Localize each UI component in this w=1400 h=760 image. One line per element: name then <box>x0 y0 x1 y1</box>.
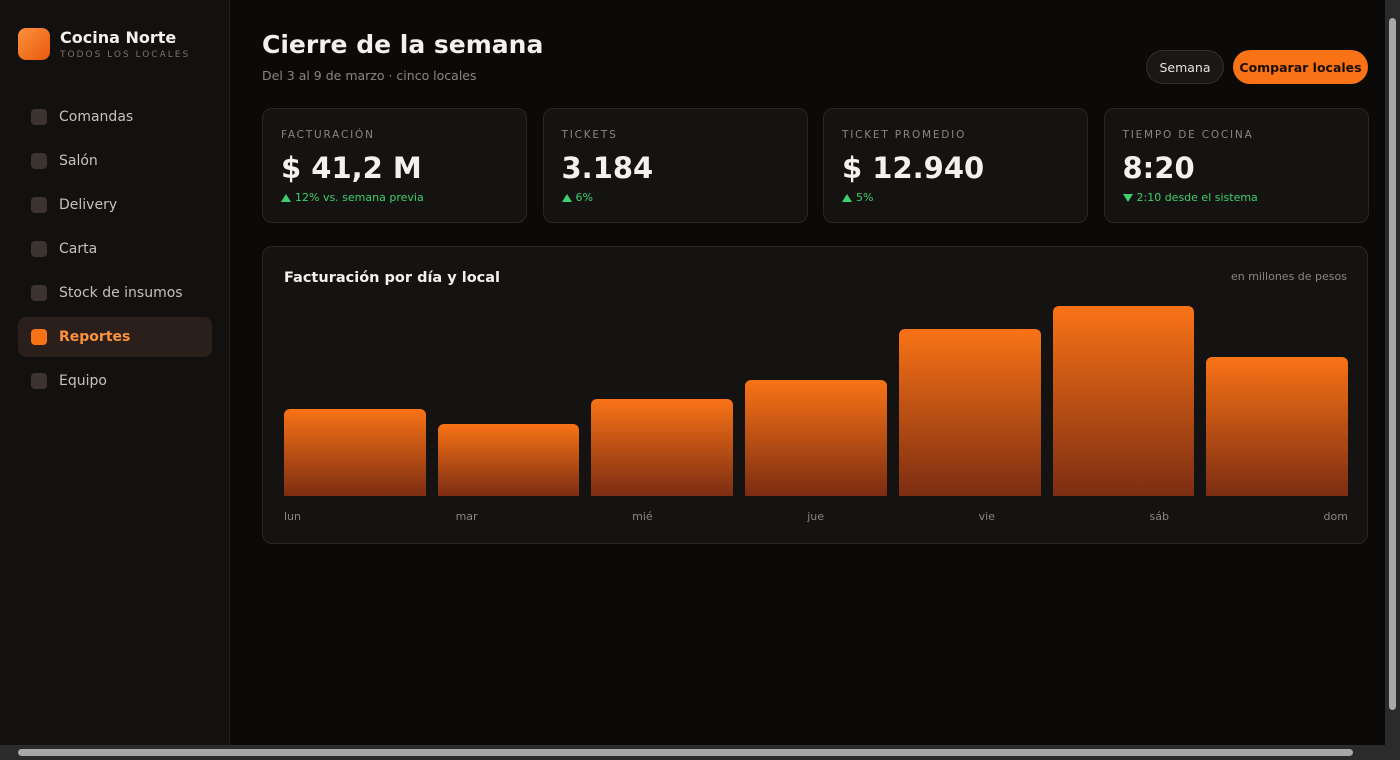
nav-icon <box>31 241 47 257</box>
x-axis: lun mar mié jue vie sáb dom <box>284 510 1348 523</box>
button[interactable]: Semana <box>1146 50 1224 84</box>
nav-item[interactable]: Salón <box>18 141 212 181</box>
bar <box>591 398 734 496</box>
nav: Comandas Salón Delivery Carta Stock de insum… <box>18 97 212 405</box>
sidebar: Cocina Norte TODOS LOS LOCALES Comandas S… <box>0 0 230 745</box>
kpi-card: TICKETS 3.184 6% <box>542 108 808 223</box>
nav-icon <box>31 153 47 169</box>
x-tick-label: sáb <box>1149 510 1169 523</box>
kpi-value: 3.184 <box>561 151 654 185</box>
logo <box>18 28 50 60</box>
delta-text: 2:10 desde el sistema <box>1136 191 1258 204</box>
delta-arrow <box>1122 193 1133 202</box>
kpi-card: FACTURACIÓN $ 41,2 M 12% vs. semana previa <box>262 108 527 223</box>
delta-arrow <box>281 193 291 202</box>
bar <box>1052 306 1195 496</box>
x-tick-label: vie <box>978 510 995 523</box>
nav-label: Salón <box>59 153 98 169</box>
kpi-delta: 2:10 desde el sistema <box>1122 191 1350 204</box>
delta-text: 5% <box>856 191 874 204</box>
x-tick-label: dom <box>1323 510 1348 523</box>
kpi-delta: 6% <box>561 191 789 204</box>
x-tick-label: lun <box>284 510 301 523</box>
chart-title: Facturación por día y local <box>284 270 501 286</box>
nav-label: Equipo <box>59 373 107 389</box>
x-tick-label: mié <box>632 510 653 523</box>
page-subtitle: Del 3 al 9 de marzo · cinco locales <box>262 68 477 83</box>
kpi-label: TICKET PROMEDIO <box>842 129 967 141</box>
x-tick-label: jue <box>807 510 825 523</box>
kpi-value: $ 12.940 <box>842 151 985 185</box>
nav-icon <box>31 109 47 125</box>
kpi-label: TICKETS <box>561 129 618 141</box>
nav-label: Stock de insumos <box>59 285 183 301</box>
kpi-label: FACTURACIÓN <box>281 129 375 141</box>
x-tick-label: mar <box>455 510 478 523</box>
kpi-value: $ 41,2 M <box>281 151 422 185</box>
button[interactable]: Comparar locales <box>1233 50 1368 84</box>
nav-label: Reportes <box>59 329 131 345</box>
kpi-card: TICKET PROMEDIO $ 12.940 5% <box>823 108 1088 223</box>
brand-tagline: TODOS LOS LOCALES <box>60 50 191 60</box>
nav-item[interactable]: Carta <box>18 229 212 269</box>
nav-label: Carta <box>59 241 98 257</box>
chart-subtitle: en millones de pesos <box>1230 270 1347 283</box>
kpi-card: TIEMPO DE COCINA 8:20 2:10 desde el sistem… <box>1103 108 1369 223</box>
scroll-thumb[interactable] <box>1389 18 1396 710</box>
kpi-delta: 5% <box>842 191 1069 204</box>
nav-item[interactable]: Comandas <box>18 97 212 137</box>
kpi-delta: 12% vs. semana previa <box>281 191 508 204</box>
bar <box>437 424 580 496</box>
nav-item[interactable]: Stock de insumos <box>18 273 212 313</box>
delta-text: 12% vs. semana previa <box>295 191 424 204</box>
nav-label: Delivery <box>59 197 118 213</box>
nav-label: Comandas <box>59 109 134 125</box>
delta-arrow <box>561 193 572 202</box>
kpi-value: 8:20 <box>1122 151 1195 185</box>
bar <box>898 329 1041 496</box>
delta-text: 6% <box>575 191 593 204</box>
nav-icon <box>31 285 47 301</box>
nav-icon <box>31 373 47 389</box>
nav-item[interactable]: Equipo <box>18 361 212 401</box>
delta-arrow <box>842 193 852 202</box>
nav-item[interactable]: Reportes <box>18 317 212 357</box>
bar <box>745 379 887 496</box>
nav-icon <box>31 329 47 345</box>
bar <box>1206 356 1349 496</box>
nav-icon <box>31 197 47 213</box>
bar <box>284 409 426 496</box>
chart-card: Facturación por día y local en millones … <box>262 246 1368 544</box>
kpi-label: TIEMPO DE COCINA <box>1122 129 1254 141</box>
brand-name: Cocina Norte <box>60 28 177 47</box>
page-title: Cierre de la semana <box>262 30 544 59</box>
nav-item[interactable]: Delivery <box>18 185 212 225</box>
plot <box>284 306 1349 496</box>
scroll-thumb[interactable] <box>18 749 1353 756</box>
